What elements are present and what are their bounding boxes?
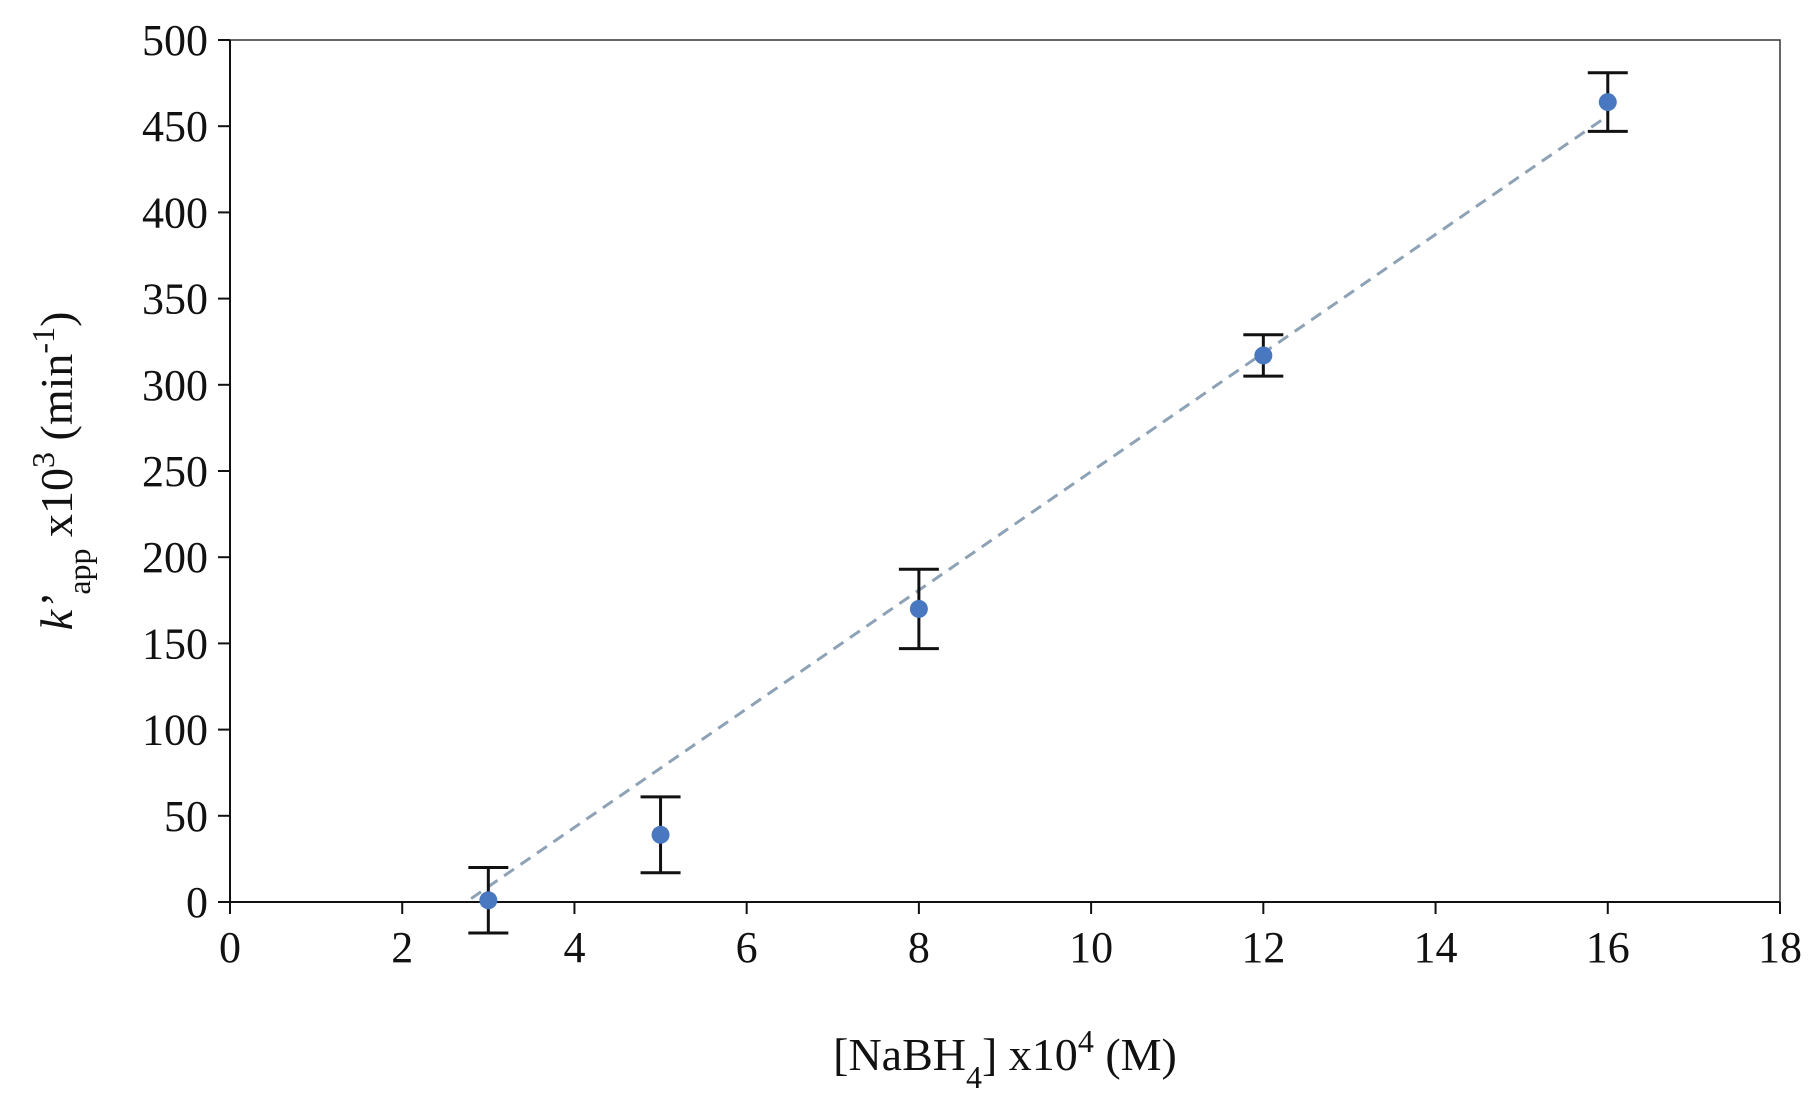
data-point xyxy=(651,825,670,844)
y-tick-label: 0 xyxy=(186,878,208,927)
y-tick-label: 100 xyxy=(142,706,208,755)
x-tick-label: 16 xyxy=(1586,923,1630,972)
x-tick-label: 2 xyxy=(391,923,413,972)
x-tick-label: 4 xyxy=(563,923,585,972)
y-tick-label: 250 xyxy=(142,447,208,496)
data-point xyxy=(1598,93,1617,112)
plot-frame xyxy=(229,39,1781,903)
data-point xyxy=(479,891,498,910)
trendline xyxy=(470,114,1609,900)
x-tick-label: 14 xyxy=(1414,923,1458,972)
x-tick-label: 12 xyxy=(1241,923,1285,972)
y-axis-title: k’app x103 (min-1) xyxy=(25,312,97,631)
y-tick-label: 300 xyxy=(142,361,208,410)
x-tick-label: 18 xyxy=(1758,923,1802,972)
y-tick-label: 150 xyxy=(142,619,208,668)
data-point xyxy=(1254,346,1273,365)
y-tick-label: 400 xyxy=(142,188,208,237)
x-axis: 0 2 4 6 8 10 12 14 16 18 xyxy=(219,902,1802,972)
x-tick-label: 6 xyxy=(736,923,758,972)
x-axis-title: [NaBH4] x104 (M) xyxy=(833,1023,1177,1095)
y-axis: 0 50 100 150 200 250 300 350 400 450 500 xyxy=(142,16,230,927)
trendline-layer xyxy=(470,114,1609,900)
y-tick-label: 350 xyxy=(142,275,208,324)
y-tick-label: 450 xyxy=(142,102,208,151)
x-tick-label: 0 xyxy=(219,923,241,972)
y-tick-label: 500 xyxy=(142,16,208,65)
data-points xyxy=(468,71,1628,935)
x-tick-label: 10 xyxy=(1069,923,1113,972)
x-tick-label: 8 xyxy=(908,923,930,972)
y-tick-label: 50 xyxy=(164,792,208,841)
y-tick-label: 200 xyxy=(142,533,208,582)
data-point xyxy=(909,599,928,618)
